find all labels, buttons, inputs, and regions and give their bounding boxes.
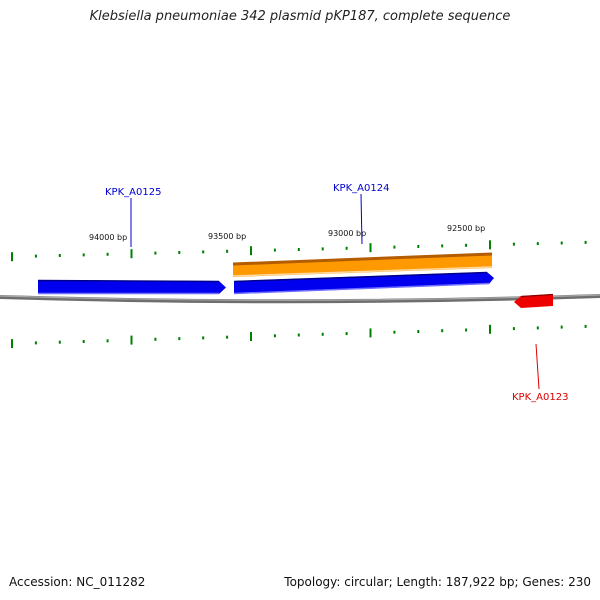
scale-label-94000: 94000 bp <box>89 233 127 242</box>
cds-kpk-a0125[interactable] <box>37 279 226 295</box>
gene-label-kpk-a0124[interactable]: KPK_A0124 <box>333 183 389 194</box>
backbone-arc-highlight <box>0 294 600 301</box>
scale-label-93500: 93500 bp <box>208 232 246 241</box>
gene-feature-orange[interactable] <box>232 252 493 277</box>
accession-text: Accession: NC_011282 <box>9 575 146 589</box>
scale-label-92500: 92500 bp <box>447 224 485 233</box>
cds-kpk-a0123[interactable] <box>514 293 554 308</box>
gene-label-kpk-a0123[interactable]: KPK_A0123 <box>512 392 568 403</box>
pointer-line-kpk-a0124 <box>360 193 363 245</box>
outer-tick-ring <box>11 240 587 262</box>
map-title: Klebsiella pneumoniae 342 plasmid pKP187… <box>89 9 511 24</box>
summary-text: Topology: circular; Length: 187,922 bp; … <box>284 575 591 589</box>
inner-tick-ring <box>11 324 587 349</box>
cds-kpk-a0124[interactable] <box>233 271 494 295</box>
pointer-line-kpk-a0123 <box>535 343 540 390</box>
scale-label-93000: 93000 bp <box>328 229 366 238</box>
backbone-arc <box>0 294 600 304</box>
gene-label-kpk-a0125[interactable]: KPK_A0125 <box>105 187 161 198</box>
